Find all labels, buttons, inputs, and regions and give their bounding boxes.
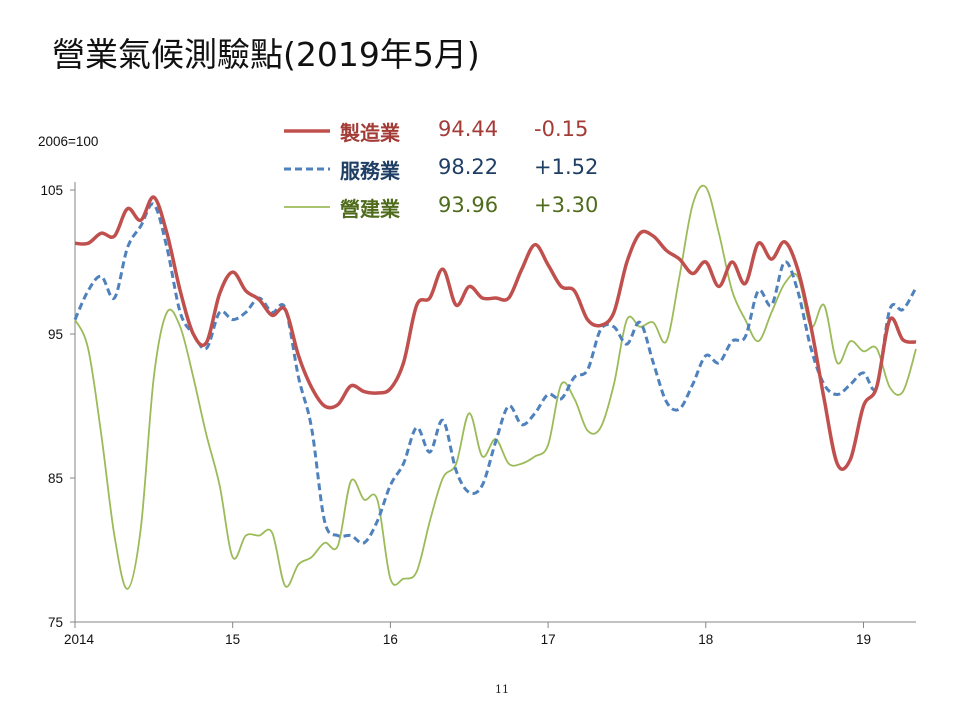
x-tick-label: 17 [541, 632, 556, 647]
legend-change-manufacturing: -0.15 [534, 117, 589, 141]
legend-name-construction: 營建業 [340, 197, 400, 221]
page-number: 11 [495, 683, 509, 696]
y-tick-label: 85 [48, 471, 63, 486]
series-line-services [73, 202, 918, 545]
chart-series-lines [73, 184, 918, 590]
y-tick-label: 95 [48, 327, 63, 342]
series-line-manufacturing [74, 195, 917, 471]
x-tick-label: 2014 [64, 632, 95, 647]
y-tick-label: 75 [48, 615, 63, 630]
slide-title: 營業氣候測驗點(2019年5月) [52, 35, 480, 74]
legend-change-services: +1.52 [534, 155, 599, 179]
x-tick-label: 19 [856, 632, 871, 647]
legend-swatch-construction [284, 206, 330, 208]
x-tick-label: 15 [225, 632, 240, 647]
legend-value-services: 98.22 [438, 155, 499, 179]
legend-value-construction: 93.96 [438, 193, 499, 217]
legend-swatch-services [284, 167, 330, 171]
series-line-construction [74, 184, 917, 590]
x-tick-label: 18 [698, 632, 713, 647]
legend-name-manufacturing: 製造業 [340, 121, 400, 145]
legend-swatch-manufacturing [284, 129, 330, 133]
y-tick-label: 105 [40, 183, 63, 198]
legend-name-services: 服務業 [340, 159, 400, 183]
legend-change-construction: +3.30 [534, 193, 599, 217]
base-index-label: 2006=100 [38, 134, 99, 149]
x-tick-label: 16 [383, 632, 398, 647]
legend-value-manufacturing: 94.44 [438, 117, 499, 141]
